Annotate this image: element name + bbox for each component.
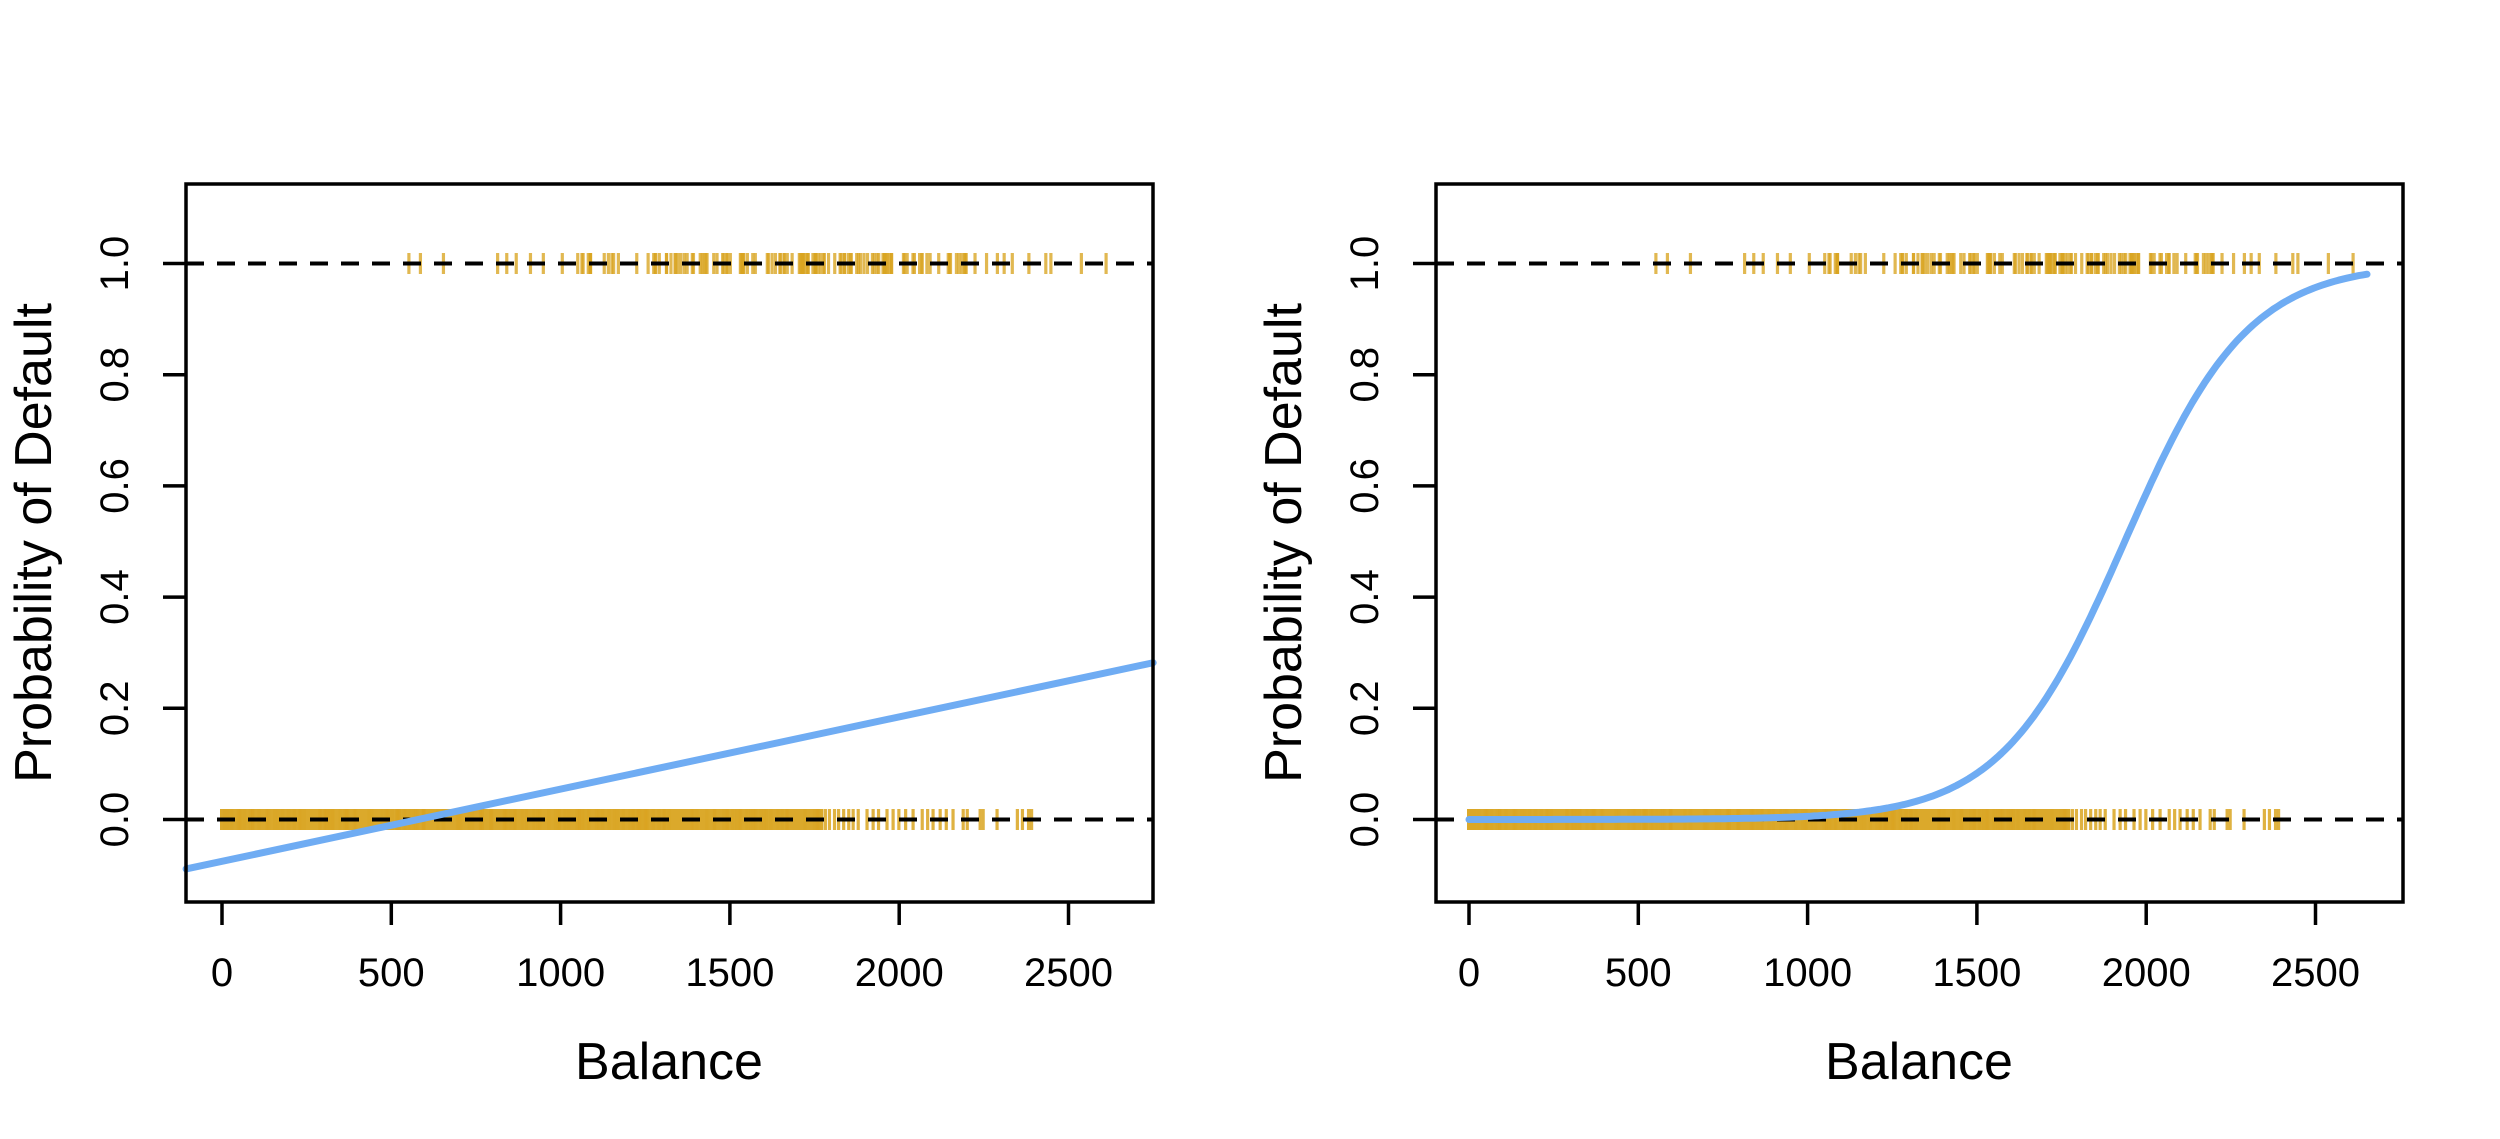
y-tick-label: 0.6 [93, 458, 137, 514]
y-tick-label: 0.2 [93, 680, 137, 736]
y-axis-label-left: Probability of Default [5, 303, 63, 783]
x-tick-label: 2500 [2271, 951, 2360, 995]
x-tick-label: 0 [211, 951, 233, 995]
linear-panel-marks: 0 500 1000 1500 2000 2500 0.0 0.2 0.4 0.6 0.8 1.0 [93, 182, 1157, 995]
x-tick-label: 500 [1605, 951, 1672, 995]
y-tick-label: 0.0 [1343, 792, 1387, 848]
y-tick-label: 0.8 [93, 347, 137, 403]
x-tick-label: 2000 [855, 951, 944, 995]
plot-box [1434, 182, 2405, 904]
y-tick-label: 0.8 [1343, 347, 1387, 403]
rug-band-no-default [220, 809, 824, 830]
x-tick-label: 1000 [1763, 951, 1852, 995]
y-tick-label: 1.0 [93, 236, 137, 292]
plot-box [184, 182, 1155, 904]
logistic-fit-curve [1465, 270, 2371, 823]
x-tick-label: 0 [1458, 951, 1480, 995]
x-tick-label: 1500 [685, 951, 774, 995]
linear-fit-line [182, 659, 1157, 873]
x-tick-label: 2500 [1024, 951, 1113, 995]
x-axis-label-left: Balance [575, 1033, 763, 1091]
logistic-panel-marks: 0 500 1000 1500 2000 2500 0.0 0.2 0.4 0.6 0.8 1.0 [1343, 182, 2405, 995]
y-tick-label: 0.4 [93, 569, 137, 625]
x-tick-label: 500 [358, 951, 425, 995]
x-tick-label: 1000 [516, 951, 605, 995]
x-axis-label-right: Balance [1825, 1033, 2013, 1091]
y-tick-label: 0.6 [1343, 458, 1387, 514]
y-tick-label: 1.0 [1343, 236, 1387, 292]
y-tick-label: 0.0 [93, 792, 137, 848]
y-tick-label: 0.4 [1343, 569, 1387, 625]
x-tick-label: 1500 [1932, 951, 2021, 995]
y-axis-label-right: Probability of Default [1255, 303, 1313, 783]
y-tick-label: 0.2 [1343, 680, 1387, 736]
x-tick-label: 2000 [2102, 951, 2191, 995]
